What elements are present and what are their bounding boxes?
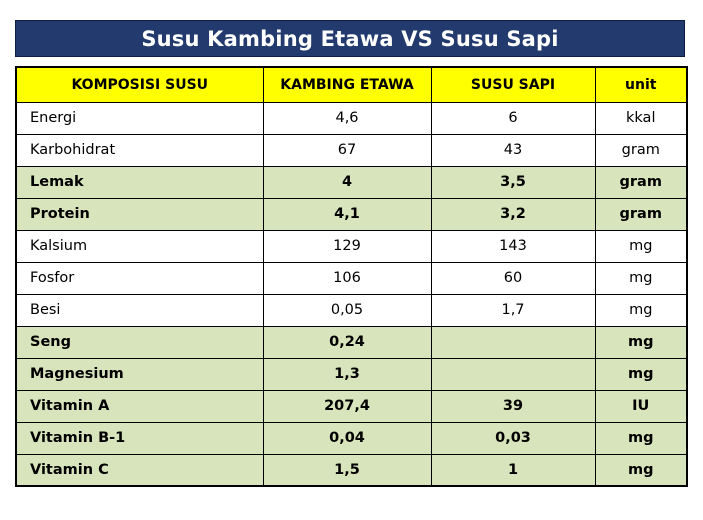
table-row: Kalsium 129 143 mg	[15, 229, 688, 263]
table-row: Lemak 4 3,5 gram	[15, 165, 688, 199]
kambing-etawa-value: 0,05	[262, 293, 432, 327]
table-row: Fosfor 106 60 mg	[15, 261, 688, 295]
kambing-etawa-value: 67	[262, 133, 432, 167]
susu-sapi-value: 6	[430, 101, 596, 135]
page-title: Susu Kambing Etawa VS Susu Sapi	[141, 26, 559, 51]
susu-sapi-value: 1,7	[430, 293, 596, 327]
nutrient-name: Vitamin B-1	[15, 421, 264, 455]
kambing-etawa-value: 207,4	[262, 389, 432, 423]
nutrient-name: Energi	[15, 101, 264, 135]
table-body: Energi 4,6 6 kkal Karbohidrat 67 43 gram Lemak 4 3…	[15, 101, 688, 487]
susu-sapi-value	[430, 357, 596, 391]
kambing-etawa-value: 129	[262, 229, 432, 263]
table-row: Vitamin B-1 0,04 0,03 mg	[15, 421, 688, 455]
unit-value: mg	[594, 357, 688, 391]
unit-value: kkal	[594, 101, 688, 135]
unit-value: IU	[594, 389, 688, 423]
susu-sapi-value: 43	[430, 133, 596, 167]
unit-value: gram	[594, 197, 688, 231]
unit-value: mg	[594, 229, 688, 263]
nutrient-name: Kalsium	[15, 229, 264, 263]
title-banner: Susu Kambing Etawa VS Susu Sapi	[15, 20, 685, 57]
nutrient-name: Lemak	[15, 165, 264, 199]
nutrient-name: Besi	[15, 293, 264, 327]
table-row: Protein 4,1 3,2 gram	[15, 197, 688, 231]
unit-value: mg	[594, 293, 688, 327]
table-row: Besi 0,05 1,7 mg	[15, 293, 688, 327]
table-header-row: KOMPOSISI SUSU KAMBING ETAWA SUSU SAPI u…	[15, 66, 688, 103]
susu-sapi-value: 1	[430, 453, 596, 487]
kambing-etawa-value: 106	[262, 261, 432, 295]
kambing-etawa-value: 1,5	[262, 453, 432, 487]
unit-value: mg	[594, 325, 688, 359]
kambing-etawa-value: 4,6	[262, 101, 432, 135]
table-row: Karbohidrat 67 43 gram	[15, 133, 688, 167]
susu-sapi-value: 3,5	[430, 165, 596, 199]
kambing-etawa-value: 1,3	[262, 357, 432, 391]
header-susu-sapi: SUSU SAPI	[430, 66, 596, 103]
nutrient-name: Magnesium	[15, 357, 264, 391]
unit-value: mg	[594, 261, 688, 295]
header-unit: unit	[594, 66, 688, 103]
table-row: Vitamin C 1,5 1 mg	[15, 453, 688, 487]
susu-sapi-value: 39	[430, 389, 596, 423]
unit-value: gram	[594, 133, 688, 167]
kambing-etawa-value: 4	[262, 165, 432, 199]
table-row: Magnesium 1,3 mg	[15, 357, 688, 391]
header-komposisi: KOMPOSISI SUSU	[15, 66, 264, 103]
nutrient-name: Fosfor	[15, 261, 264, 295]
unit-value: mg	[594, 421, 688, 455]
table-row: Energi 4,6 6 kkal	[15, 101, 688, 135]
unit-value: mg	[594, 453, 688, 487]
kambing-etawa-value: 0,24	[262, 325, 432, 359]
susu-sapi-value: 0,03	[430, 421, 596, 455]
susu-sapi-value	[430, 325, 596, 359]
nutrient-name: Vitamin A	[15, 389, 264, 423]
susu-sapi-value: 143	[430, 229, 596, 263]
nutrient-name: Vitamin C	[15, 453, 264, 487]
susu-sapi-value: 3,2	[430, 197, 596, 231]
header-kambing-etawa: KAMBING ETAWA	[262, 66, 432, 103]
table-row: Seng 0,24 mg	[15, 325, 688, 359]
susu-sapi-value: 60	[430, 261, 596, 295]
nutrient-name: Karbohidrat	[15, 133, 264, 167]
table-row: Vitamin A 207,4 39 IU	[15, 389, 688, 423]
nutrient-name: Protein	[15, 197, 264, 231]
nutrient-name: Seng	[15, 325, 264, 359]
milk-comparison-table: KOMPOSISI SUSU KAMBING ETAWA SUSU SAPI u…	[15, 66, 688, 487]
kambing-etawa-value: 0,04	[262, 421, 432, 455]
unit-value: gram	[594, 165, 688, 199]
kambing-etawa-value: 4,1	[262, 197, 432, 231]
